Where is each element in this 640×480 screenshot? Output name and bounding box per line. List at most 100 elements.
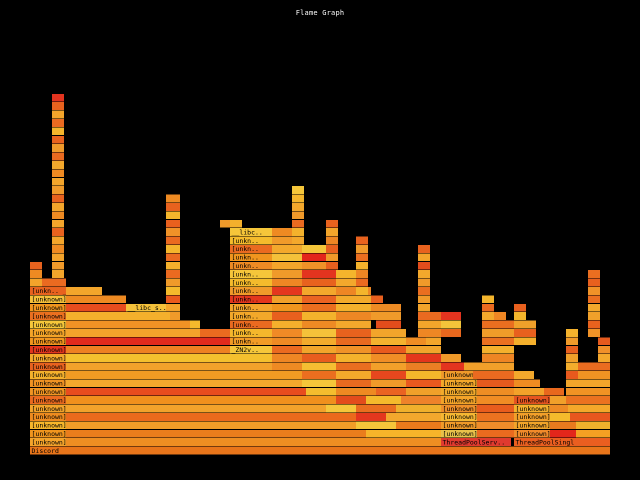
flame-frame[interactable] <box>598 345 610 354</box>
flame-frame[interactable] <box>166 261 180 270</box>
flame-frame[interactable] <box>418 261 430 270</box>
flame-frame[interactable] <box>302 371 336 379</box>
flame-frame[interactable] <box>366 429 441 438</box>
flame-frame[interactable] <box>302 329 336 337</box>
flame-frame[interactable] <box>272 253 302 262</box>
flame-frame[interactable] <box>482 337 514 346</box>
flame-frame[interactable] <box>482 312 494 320</box>
flame-frame[interactable] <box>576 421 610 430</box>
flame-frame[interactable] <box>550 429 576 438</box>
flame-frame[interactable]: __libc_s.. <box>126 303 167 312</box>
flame-frame[interactable] <box>166 211 180 220</box>
flame-frame[interactable] <box>52 203 64 211</box>
flame-frame[interactable] <box>336 320 371 329</box>
flame-frame[interactable]: [unkn.. <box>230 312 272 320</box>
flame-frame[interactable] <box>396 404 441 413</box>
flame-frame[interactable] <box>66 329 200 337</box>
flame-frame[interactable] <box>406 371 441 379</box>
flame-frame[interactable] <box>66 404 326 413</box>
flame-frame[interactable] <box>30 261 42 270</box>
flame-frame[interactable] <box>356 287 368 295</box>
flame-frame[interactable] <box>418 287 430 295</box>
flame-frame[interactable] <box>326 236 338 245</box>
flame-frame[interactable]: [unkn.. <box>230 303 272 312</box>
flame-frame[interactable] <box>52 119 64 127</box>
flame-frame[interactable]: [unkn.. <box>230 337 272 346</box>
flame-frame[interactable] <box>326 261 338 270</box>
flame-frame[interactable] <box>588 287 600 295</box>
flame-frame[interactable]: [unknown] <box>30 379 67 388</box>
flame-frame[interactable] <box>514 371 534 379</box>
flame-frame[interactable] <box>356 236 368 245</box>
flame-frame[interactable]: [unknown] <box>441 379 478 388</box>
flame-frame[interactable] <box>371 354 406 362</box>
flame-frame[interactable] <box>477 387 514 396</box>
flame-frame[interactable] <box>550 413 570 421</box>
flame-frame[interactable] <box>568 404 610 413</box>
flame-frame[interactable] <box>302 312 336 320</box>
flame-frame[interactable]: [unknown] <box>514 396 551 404</box>
flame-frame[interactable] <box>514 337 536 346</box>
flame-frame[interactable]: [unknown] <box>30 354 67 362</box>
flame-frame[interactable] <box>272 270 302 278</box>
flame-frame[interactable] <box>406 387 441 396</box>
flame-frame[interactable]: __libc.. <box>230 228 272 236</box>
flame-frame[interactable]: [unkn.. <box>230 278 272 287</box>
flame-frame[interactable] <box>588 303 600 312</box>
flame-frame[interactable] <box>66 337 230 346</box>
flame-frame[interactable] <box>570 413 610 421</box>
flame-frame[interactable] <box>336 287 371 295</box>
flame-frame[interactable] <box>302 261 336 270</box>
flame-frame[interactable] <box>514 312 526 320</box>
flame-frame[interactable] <box>441 362 464 371</box>
flame-frame[interactable]: [unknown] <box>30 421 67 430</box>
flame-frame[interactable] <box>588 320 600 329</box>
flame-frame[interactable] <box>272 312 302 320</box>
flame-frame[interactable] <box>302 345 336 354</box>
flame-frame[interactable] <box>302 337 336 346</box>
flame-frame[interactable] <box>477 379 514 388</box>
flame-frame[interactable] <box>482 295 494 304</box>
flame-frame[interactable] <box>514 320 536 329</box>
flame-frame[interactable] <box>272 320 302 329</box>
flame-frame[interactable] <box>52 161 64 169</box>
flame-frame[interactable] <box>371 379 406 388</box>
flame-frame[interactable] <box>66 345 230 354</box>
flame-frame[interactable] <box>66 371 302 379</box>
flame-frame[interactable] <box>566 379 610 388</box>
flame-frame[interactable] <box>576 429 610 438</box>
flame-frame[interactable] <box>190 320 200 329</box>
flame-frame[interactable] <box>566 387 610 396</box>
flame-frame[interactable] <box>588 270 600 278</box>
flame-frame[interactable] <box>302 253 326 262</box>
flame-frame[interactable] <box>302 354 336 362</box>
flame-frame[interactable] <box>336 295 371 304</box>
flame-frame[interactable] <box>66 379 302 388</box>
flame-frame[interactable] <box>356 421 396 430</box>
flame-frame[interactable] <box>166 236 180 245</box>
flame-frame[interactable] <box>371 371 406 379</box>
flame-frame[interactable] <box>336 362 371 371</box>
flame-frame[interactable] <box>66 421 356 430</box>
flame-frame[interactable] <box>356 270 368 278</box>
flame-frame[interactable] <box>406 354 441 362</box>
flame-frame[interactable] <box>66 303 126 312</box>
flame-frame[interactable] <box>292 203 304 211</box>
flame-frame[interactable] <box>272 228 292 236</box>
flame-frame[interactable]: [unknown] <box>441 371 478 379</box>
flame-frame[interactable] <box>292 211 304 220</box>
flame-frame[interactable]: [unkn.. <box>230 329 272 337</box>
flame-frame[interactable] <box>166 194 180 203</box>
flame-frame[interactable] <box>371 337 406 346</box>
flame-frame[interactable] <box>272 261 302 270</box>
flame-frame[interactable] <box>302 295 336 304</box>
flame-frame[interactable] <box>371 312 401 320</box>
flame-frame[interactable] <box>336 278 361 287</box>
flame-frame[interactable] <box>598 337 610 346</box>
flame-frame[interactable] <box>272 354 302 362</box>
flame-frame[interactable] <box>302 270 336 278</box>
flame-frame[interactable]: [unknown] <box>514 413 551 421</box>
flame-frame[interactable] <box>336 371 371 379</box>
flame-frame[interactable] <box>166 203 180 211</box>
flame-frame[interactable] <box>578 362 610 371</box>
